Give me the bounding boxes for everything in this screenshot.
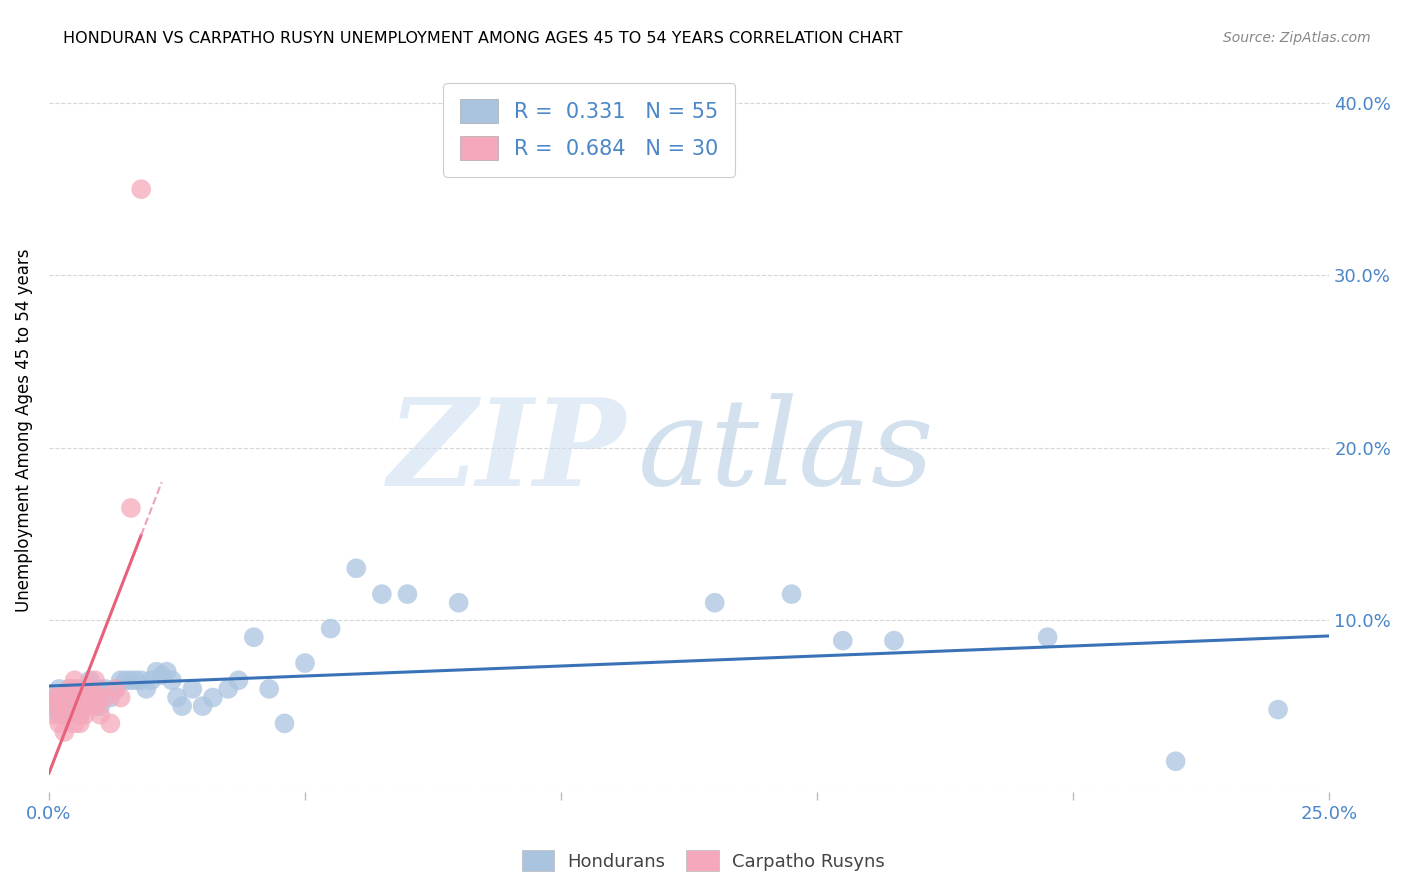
Point	[94, 681, 117, 696]
Text: ZIP: ZIP	[387, 392, 626, 511]
Point	[104, 681, 127, 696]
Point	[58, 681, 80, 696]
Point	[156, 665, 179, 679]
Point	[344, 561, 367, 575]
Point	[53, 707, 76, 722]
Point	[58, 699, 80, 714]
Point	[217, 681, 239, 696]
Point	[104, 681, 127, 696]
Point	[703, 596, 725, 610]
Point	[191, 699, 214, 714]
Point	[73, 690, 96, 705]
Point	[114, 673, 136, 688]
Point	[110, 690, 132, 705]
Point	[48, 681, 70, 696]
Point	[84, 673, 107, 688]
Point	[447, 596, 470, 610]
Point	[396, 587, 419, 601]
Point	[53, 699, 76, 714]
Point	[780, 587, 803, 601]
Point	[160, 673, 183, 688]
Point	[69, 707, 91, 722]
Legend: Hondurans, Carpatho Rusyns: Hondurans, Carpatho Rusyns	[515, 843, 891, 879]
Point	[58, 681, 80, 696]
Text: HONDURAN VS CARPATHO RUSYN UNEMPLOYMENT AMONG AGES 45 TO 54 YEARS CORRELATION CH: HONDURAN VS CARPATHO RUSYN UNEMPLOYMENT …	[63, 31, 903, 46]
Point	[69, 690, 91, 705]
Point	[48, 716, 70, 731]
Point	[84, 690, 107, 705]
Point	[150, 668, 173, 682]
Point	[84, 699, 107, 714]
Point	[42, 699, 65, 714]
Legend: R =  0.331   N = 55, R =  0.684   N = 30: R = 0.331 N = 55, R = 0.684 N = 30	[443, 83, 735, 177]
Point	[831, 633, 853, 648]
Point	[48, 707, 70, 722]
Point	[53, 690, 76, 705]
Point	[371, 587, 394, 601]
Point	[120, 500, 142, 515]
Point	[129, 673, 152, 688]
Point	[48, 699, 70, 714]
Point	[53, 725, 76, 739]
Y-axis label: Unemployment Among Ages 45 to 54 years: Unemployment Among Ages 45 to 54 years	[15, 249, 32, 612]
Point	[89, 681, 111, 696]
Point	[243, 630, 266, 644]
Point	[42, 707, 65, 722]
Point	[79, 690, 101, 705]
Point	[63, 690, 86, 705]
Point	[294, 656, 316, 670]
Point	[135, 681, 157, 696]
Point	[166, 690, 188, 705]
Point	[69, 681, 91, 696]
Text: Source: ZipAtlas.com: Source: ZipAtlas.com	[1223, 31, 1371, 45]
Point	[145, 665, 167, 679]
Point	[181, 681, 204, 696]
Point	[89, 707, 111, 722]
Point	[228, 673, 250, 688]
Point	[100, 716, 122, 731]
Point	[42, 690, 65, 705]
Point	[58, 699, 80, 714]
Point	[48, 690, 70, 705]
Point	[89, 690, 111, 705]
Point	[73, 699, 96, 714]
Point	[273, 716, 295, 731]
Point	[69, 716, 91, 731]
Point	[79, 681, 101, 696]
Text: atlas: atlas	[638, 393, 935, 511]
Point	[63, 716, 86, 731]
Point	[1036, 630, 1059, 644]
Point	[73, 707, 96, 722]
Point	[129, 182, 152, 196]
Point	[89, 699, 111, 714]
Point	[1164, 754, 1187, 768]
Point	[100, 690, 122, 705]
Point	[883, 633, 905, 648]
Point	[63, 681, 86, 696]
Point	[63, 673, 86, 688]
Point	[79, 673, 101, 688]
Point	[120, 673, 142, 688]
Point	[53, 690, 76, 705]
Point	[319, 622, 342, 636]
Point	[69, 707, 91, 722]
Point	[1267, 702, 1289, 716]
Point	[42, 690, 65, 705]
Point	[172, 699, 194, 714]
Point	[201, 690, 224, 705]
Point	[257, 681, 280, 696]
Point	[73, 681, 96, 696]
Point	[94, 690, 117, 705]
Point	[141, 673, 163, 688]
Point	[110, 673, 132, 688]
Point	[63, 699, 86, 714]
Point	[125, 673, 148, 688]
